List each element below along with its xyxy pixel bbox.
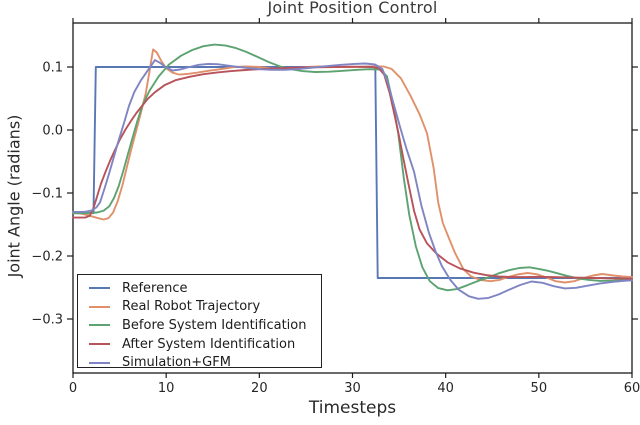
legend-item: After System Identification bbox=[78, 335, 321, 354]
legend-line-swatch bbox=[89, 343, 110, 346]
series-line-before-system-identification bbox=[72, 43, 633, 292]
y-axis-label: Joint Angle (radians) bbox=[4, 114, 24, 278]
legend-label: Real Robot Trajectory bbox=[122, 299, 261, 315]
legend-label: Before System Identification bbox=[122, 317, 307, 333]
chart-title: Joint Position Control bbox=[267, 0, 438, 17]
legend-line-swatch bbox=[89, 361, 110, 364]
y-tick-label: −0.3 bbox=[31, 313, 63, 328]
series-line-simulation-gfm bbox=[72, 59, 633, 300]
y-tick-label: 0.0 bbox=[42, 124, 63, 139]
x-tick-label: 40 bbox=[437, 381, 454, 396]
legend-item: Real Robot Trajectory bbox=[78, 298, 321, 317]
y-tick-label: −0.2 bbox=[31, 250, 63, 265]
legend: Reference Real Robot Trajectory Before Sys… bbox=[77, 274, 322, 370]
x-tick-label: 30 bbox=[344, 381, 361, 396]
x-tick-label: 50 bbox=[531, 381, 548, 396]
series-line-reference bbox=[72, 66, 633, 279]
legend-label: Reference bbox=[122, 280, 188, 296]
series-line-after-system-identification bbox=[72, 65, 633, 280]
x-tick-label: 60 bbox=[624, 381, 640, 396]
x-axis-label: Timesteps bbox=[308, 398, 397, 418]
legend-item: Simulation+GFM bbox=[78, 353, 321, 372]
x-tick-label: 20 bbox=[251, 381, 268, 396]
legend-item: Before System Identification bbox=[78, 316, 321, 335]
legend-label: Simulation+GFM bbox=[122, 355, 231, 371]
x-tick-label: 10 bbox=[158, 381, 175, 396]
x-tick-label: 0 bbox=[69, 381, 77, 396]
y-tick-label: −0.1 bbox=[31, 187, 63, 202]
legend-line-swatch bbox=[89, 287, 110, 290]
legend-item: Reference bbox=[78, 279, 321, 298]
y-tick-label: 0.1 bbox=[42, 61, 63, 76]
legend-line-swatch bbox=[89, 324, 110, 327]
series-line-real-robot-trajectory bbox=[72, 48, 633, 284]
legend-line-swatch bbox=[89, 305, 110, 308]
legend-label: After System Identification bbox=[122, 336, 296, 352]
